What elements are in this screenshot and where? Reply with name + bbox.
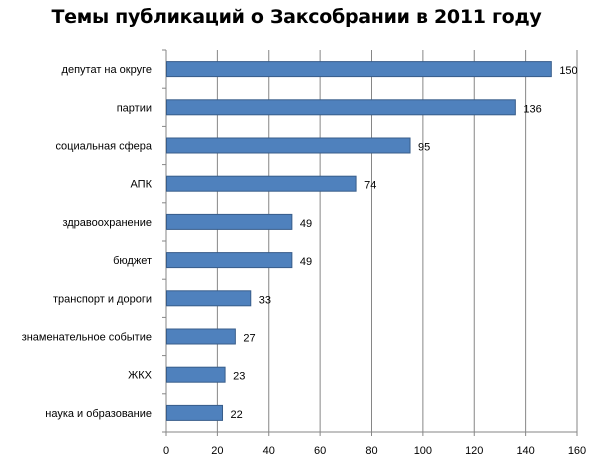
category-label: социальная сфера — [55, 141, 152, 153]
data-label: 136 — [523, 103, 541, 115]
bar — [166, 328, 236, 345]
x-tick-label: 60 — [314, 445, 326, 457]
category-label: наука и образование — [45, 408, 152, 420]
chart-title: Темы публикаций о Заксобрании в 2011 год… — [51, 6, 542, 28]
bar — [166, 213, 293, 230]
category-label: транспорт и дороги — [53, 293, 152, 305]
data-label: 23 — [233, 371, 245, 383]
x-tick-label: 0 — [163, 445, 169, 457]
bar — [166, 290, 252, 307]
data-label: 27 — [243, 333, 255, 345]
bar — [166, 252, 293, 269]
data-label: 33 — [259, 294, 271, 306]
data-label: 95 — [418, 142, 430, 154]
category-label: партии — [117, 102, 152, 114]
bar — [166, 99, 516, 116]
category-label: бюджет — [113, 255, 152, 267]
category-label: АПК — [130, 179, 152, 191]
data-label: 49 — [300, 256, 312, 268]
bar — [166, 366, 226, 383]
bar — [166, 404, 224, 421]
bar — [166, 137, 411, 154]
category-label: здравоохранение — [62, 217, 152, 229]
x-tick-label: 40 — [263, 445, 275, 457]
category-label: ЖКХ — [128, 370, 153, 382]
x-tick-label: 100 — [414, 445, 432, 457]
x-tick-label: 80 — [365, 445, 377, 457]
category-label: депутат на округе — [62, 64, 152, 76]
category-label: знаменательное событие — [22, 332, 152, 344]
x-tick-label: 160 — [568, 445, 586, 457]
bar — [166, 175, 357, 192]
data-label: 22 — [231, 409, 243, 421]
x-tick-label: 20 — [211, 445, 223, 457]
data-label: 74 — [364, 180, 376, 192]
data-label: 49 — [300, 218, 312, 230]
x-tick-label: 140 — [516, 445, 534, 457]
bar — [166, 61, 552, 78]
data-label: 150 — [559, 65, 577, 77]
x-tick-label: 120 — [465, 445, 483, 457]
